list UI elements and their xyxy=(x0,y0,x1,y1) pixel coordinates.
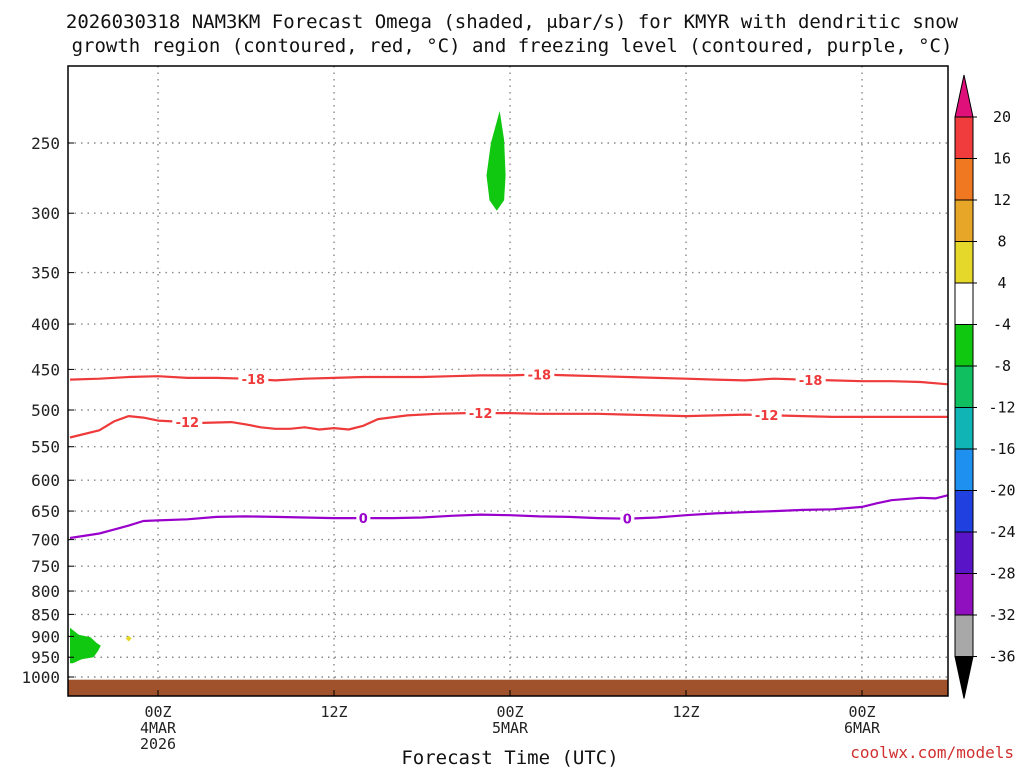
xtick-label-0-2: 2026 xyxy=(140,735,176,753)
ytick-label-250: 250 xyxy=(31,134,60,153)
contour-label-bg--12-2 xyxy=(751,407,782,424)
xtick-label-0-0: 00Z xyxy=(144,703,171,721)
contour-label-0-1: 0 xyxy=(623,513,632,528)
colorbar-bin-12-to-16 xyxy=(954,158,974,201)
omega-colorbar: 20 16 12 8 4 -4 -8 -12 -16 -20 -24 -28 -32 -36 xyxy=(954,74,1016,699)
colorbar-bin--4-to-4 xyxy=(954,282,974,325)
ytick-label-800: 800 xyxy=(31,582,60,601)
contour-label--12-2: -12 xyxy=(755,409,779,424)
colorbar-tick-label--4: -4 xyxy=(993,316,1011,334)
ytick-label-550: 550 xyxy=(31,438,60,457)
omega-region-0 xyxy=(486,110,506,211)
colorbar-bin--24-to--20 xyxy=(954,490,974,533)
contour-label--18-1: -18 xyxy=(528,369,552,384)
ytick-label-700: 700 xyxy=(31,531,60,550)
colorbar-tick-label-4: 4 xyxy=(997,274,1006,292)
xtick-label-2-0: 00Z xyxy=(496,703,523,721)
contour-label--12-1: -12 xyxy=(469,407,493,422)
omega-region-1 xyxy=(70,627,101,664)
colorbar-tick-label--32: -32 xyxy=(988,606,1015,624)
x-axis-title: Forecast Time (UTC) xyxy=(401,747,618,768)
colorbar-tick-label--20: -20 xyxy=(988,482,1015,500)
ytick-label-450: 450 xyxy=(31,360,60,379)
contour-label-bg--12-1 xyxy=(465,405,496,422)
colorbar-bin--20-to--16 xyxy=(954,448,974,491)
contour-label-bg--18-2 xyxy=(795,371,826,388)
chart-title-line1: 2026030318 NAM3KM Forecast Omega (shaded… xyxy=(66,11,959,33)
chart-title-line2: growth region (contoured, red, °C) and f… xyxy=(72,35,953,57)
colorbar-bin--8-to--4 xyxy=(954,324,974,367)
colorbar-tick-label--24: -24 xyxy=(988,523,1015,541)
contour-label-bg--12-0 xyxy=(172,414,203,431)
contour-label--18-0: -18 xyxy=(242,373,266,388)
colorbar-tick-label-16: 16 xyxy=(993,150,1011,168)
colorbar-bin-16-to-20 xyxy=(954,116,974,159)
xtick-label-3-0: 12Z xyxy=(672,703,699,721)
colorbar-bin--36-to--32 xyxy=(954,614,974,657)
omega-region-2 xyxy=(125,635,132,642)
colorbar-tick-label-8: 8 xyxy=(997,233,1006,251)
contour-label-bg-0-1 xyxy=(620,510,635,527)
colorbar-bin--28-to--24 xyxy=(954,531,974,574)
colorbar-tick-label--16: -16 xyxy=(988,440,1015,458)
colorbar-bin--32-to--28 xyxy=(954,573,974,616)
ytick-label-600: 600 xyxy=(31,471,60,490)
contour-label--18-2: -18 xyxy=(799,374,823,389)
ytick-label-900: 900 xyxy=(31,627,60,646)
xtick-label-4-0: 00Z xyxy=(848,703,875,721)
xtick-label-1-0: 12Z xyxy=(320,703,347,721)
xtick-label-0-1: 4MAR xyxy=(140,719,177,737)
colorbar-bin--12-to--8 xyxy=(954,365,974,408)
colorbar-bottom-triangle xyxy=(954,656,974,699)
colorbar-tick-label--28: -28 xyxy=(988,565,1015,583)
ytick-label-650: 650 xyxy=(31,502,60,521)
ytick-label-350: 350 xyxy=(31,264,60,283)
contour-label-bg--18-1 xyxy=(524,366,555,383)
colorbar-bin--16-to--12 xyxy=(954,407,974,450)
colorbar-bin-4-to-8 xyxy=(954,241,974,284)
contour-label--12-0: -12 xyxy=(176,416,200,431)
ytick-label-850: 850 xyxy=(31,605,60,624)
ytick-label-750: 750 xyxy=(31,557,60,576)
ytick-label-400: 400 xyxy=(31,315,60,334)
colorbar-tick-label-20: 20 xyxy=(993,108,1011,126)
colorbar-top-triangle xyxy=(954,74,974,118)
site-credit[interactable]: coolwx.com/models xyxy=(850,743,1014,762)
ytick-label-1000: 1000 xyxy=(21,668,60,687)
colorbar-tick-label--36: -36 xyxy=(988,648,1015,666)
ytick-label-300: 300 xyxy=(31,204,60,223)
y-axis: 250 300 350 400 450 500 550 600 650 700 750 800 850 9… xyxy=(21,134,74,687)
colorbar-tick-label-12: 12 xyxy=(993,191,1011,209)
contour-label-0-0: 0 xyxy=(359,512,368,527)
plot-area: -18 -18 -18 -12 -12 -12 0 0 xyxy=(68,66,948,696)
ytick-label-950: 950 xyxy=(31,648,60,667)
contour-line-0 xyxy=(69,494,948,540)
contour-label-bg--18-0 xyxy=(238,371,269,388)
ytick-label-500: 500 xyxy=(31,401,60,420)
plot-frame xyxy=(67,65,949,697)
xtick-label-4-1: 6MAR xyxy=(844,719,881,737)
ground-surface xyxy=(68,679,948,696)
colorbar-bin-8-to-12 xyxy=(954,199,974,242)
colorbar-tick-label--12: -12 xyxy=(988,399,1015,417)
contour-label-bg-0-0 xyxy=(356,510,371,527)
colorbar-tick-label--8: -8 xyxy=(993,357,1011,375)
xtick-label-2-1: 5MAR xyxy=(492,719,529,737)
